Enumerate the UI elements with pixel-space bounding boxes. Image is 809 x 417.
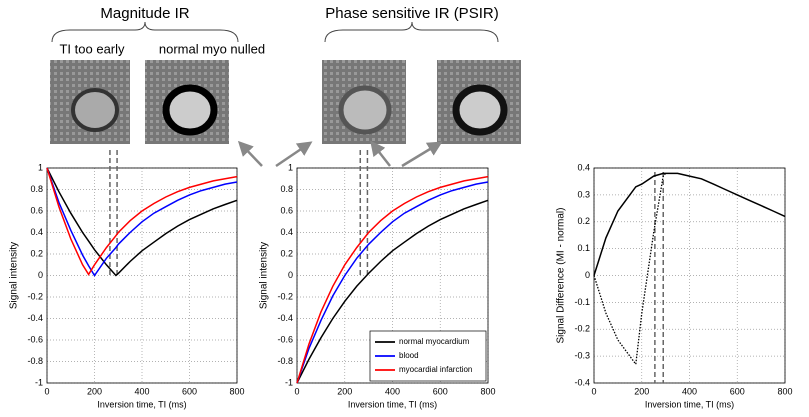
x-axis-label: Inversion time, TI (ms) — [97, 399, 186, 409]
x-tick-label: 200 — [337, 386, 352, 396]
mri-detail — [452, 84, 508, 136]
axes-frame — [46, 167, 238, 384]
y-tick-label: 0.2 — [577, 216, 590, 226]
y-tick-label: -0.8 — [277, 356, 293, 366]
y-tick-label: -1 — [35, 377, 43, 387]
x-tick-label: 600 — [182, 386, 197, 396]
x-tick-label: 0 — [294, 386, 299, 396]
x-tick-label: 0 — [591, 386, 596, 396]
y-tick-label: 0 — [288, 270, 293, 280]
y-tick-label: 0.8 — [280, 184, 293, 194]
legend-label: blood — [399, 351, 419, 360]
y-tick-label: 0 — [585, 270, 590, 280]
series-line — [296, 199, 489, 384]
series-line — [593, 172, 786, 276]
y-tick-label: 1 — [38, 162, 43, 172]
x-tick-label: 400 — [134, 386, 149, 396]
x-tick-label: 0 — [44, 386, 49, 396]
y-tick-label: 0.6 — [30, 205, 43, 215]
arrows — [237, 140, 443, 168]
legend-label: normal myocardium — [399, 337, 470, 346]
x-tick-label: 400 — [682, 386, 697, 396]
brace — [324, 21, 499, 43]
x-tick-label: 400 — [385, 386, 400, 396]
plot-area — [47, 168, 237, 383]
y-tick-label: 0.4 — [30, 227, 43, 237]
y-tick-label: -0.4 — [27, 313, 43, 323]
x-tick-label: 600 — [433, 386, 448, 396]
mri-detail — [71, 88, 119, 132]
x-tick-label: 200 — [87, 386, 102, 396]
y-tick-label: -0.6 — [27, 334, 43, 344]
y-tick-label: -0.4 — [277, 313, 293, 323]
y-tick-label: -0.2 — [277, 291, 293, 301]
y-tick-label: -0.2 — [574, 324, 590, 334]
x-axis-label: Inversion time, TI (ms) — [348, 399, 437, 409]
y-axis-label: Signal intensity — [259, 242, 270, 309]
legend-label: myocardial infarction — [399, 365, 472, 374]
x-tick-label: 200 — [634, 386, 649, 396]
y-tick-label: 0.2 — [280, 248, 293, 258]
y-tick-label: -0.2 — [27, 291, 43, 301]
mri-detail — [338, 85, 392, 135]
arrow — [275, 141, 313, 168]
series-line — [46, 167, 238, 277]
image-label: normal myo nulled — [159, 41, 265, 56]
mri-detail — [162, 84, 218, 136]
series-line — [296, 181, 489, 384]
y-tick-label: -1 — [285, 377, 293, 387]
y-tick-label: 0.3 — [577, 189, 590, 199]
x-tick-label: 800 — [777, 386, 792, 396]
panel-title: Magnitude IR — [100, 5, 189, 22]
y-tick-label: 1 — [288, 162, 293, 172]
series-line — [46, 167, 238, 276]
y-axis-label: Signal Difference (MI - normal) — [556, 208, 567, 344]
brace — [51, 21, 239, 43]
arrow — [237, 140, 263, 167]
x-tick-label: 600 — [730, 386, 745, 396]
panel-title: Phase sensitive IR (PSIR) — [325, 5, 498, 22]
y-tick-label: 0.1 — [577, 243, 590, 253]
arrow — [401, 141, 443, 168]
legend: normal myocardium blood myocardial infarct… — [369, 330, 487, 382]
arrow — [370, 140, 391, 167]
y-tick-label: -0.1 — [574, 297, 590, 307]
y-tick-label: 0 — [38, 270, 43, 280]
x-tick-label: 800 — [480, 386, 495, 396]
axes-frame — [296, 167, 489, 384]
y-axis-label: Signal intensity — [9, 242, 20, 309]
mri-images — [50, 60, 521, 144]
series-line — [46, 167, 238, 277]
series-line — [296, 175, 489, 384]
y-tick-label: -0.4 — [574, 377, 590, 387]
x-tick-label: 800 — [229, 386, 244, 396]
y-tick-label: 0.2 — [30, 248, 43, 258]
y-tick-label: -0.6 — [277, 334, 293, 344]
x-axis-label: Inversion time, TI (ms) — [645, 399, 734, 409]
y-tick-label: -0.3 — [574, 351, 590, 361]
y-tick-label: 0.4 — [280, 227, 293, 237]
y-tick-label: 0.6 — [280, 205, 293, 215]
image-label: TI too early — [59, 41, 125, 56]
y-tick-label: -0.8 — [27, 356, 43, 366]
y-tick-label: 0.4 — [577, 162, 590, 172]
series-line — [593, 172, 667, 366]
y-tick-label: 0.8 — [30, 184, 43, 194]
